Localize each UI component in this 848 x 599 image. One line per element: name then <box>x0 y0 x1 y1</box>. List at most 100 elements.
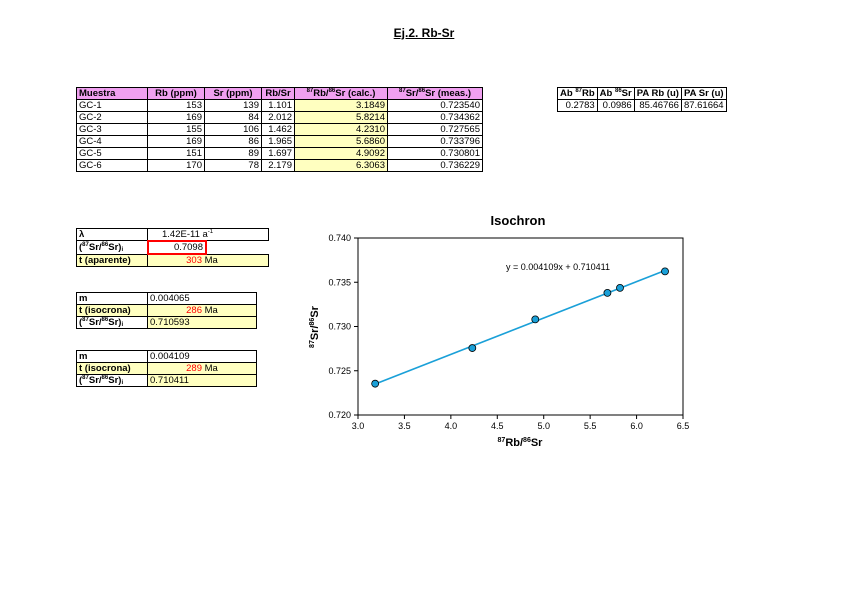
rb-sr-ratio-cell: 2.179 <box>261 159 295 172</box>
sample-id-cell: GC-5 <box>76 147 148 160</box>
trendline-equation: y = 0.004109x + 0.710411 <box>506 262 610 272</box>
rb-sr-calc-cell: 3.1849 <box>294 99 388 112</box>
slope1-row: m 0.004065 <box>76 292 257 305</box>
sr-sr-meas-cell: 0.733796 <box>387 135 483 148</box>
ratio2-value: 0.710411 <box>147 374 257 387</box>
y-tick-label: 0.720 <box>328 410 351 420</box>
ab-rb-value: 0.2783 <box>557 99 598 112</box>
lambda-value-cell: 1.42E-11 a-1 <box>147 228 269 241</box>
col-header-pa-sr: PA Sr (u) <box>680 87 727 100</box>
rb-sr-calc-cell: 5.8214 <box>294 111 388 124</box>
sr-sr-meas-cell: 0.736229 <box>387 159 483 172</box>
sr-ppm-cell: 106 <box>204 123 262 136</box>
sr-ppm-cell: 86 <box>204 135 262 148</box>
rb-sr-calc-cell: 4.9092 <box>294 147 388 160</box>
col-header-muestra: Muestra <box>76 87 148 100</box>
slope2-value: 0.004109 <box>147 350 257 363</box>
col-header-ab-rb: Ab 87Rb <box>557 87 598 100</box>
y-axis: 0.720 0.725 0.730 0.735 0.740 <box>328 233 358 420</box>
sample-id-cell: GC-3 <box>76 123 148 136</box>
data-point <box>371 379 380 388</box>
x-axis-title: 87Rb/86Sr <box>498 437 544 449</box>
slope1-label: m <box>76 292 148 305</box>
t-isochron2-unit: Ma <box>204 363 218 374</box>
t-apparent-unit: Ma <box>204 255 218 266</box>
col-header-rb-sr-calc: 87Rb/86Sr (calc.) <box>294 87 388 100</box>
ratio2-row: (87Sr/86Sr)i 0.710411 <box>76 374 257 387</box>
rb-sr-ratio-cell: 1.101 <box>261 99 295 112</box>
x-axis: 3.0 3.5 4.0 4.5 5.0 5.5 6.0 6.5 <box>352 415 690 431</box>
y-axis-title: 87Sr/86Sr <box>309 305 321 348</box>
sr-sr-meas-cell: 0.727565 <box>387 123 483 136</box>
table-row: GC-1 153 139 1.101 3.1849 0.723540 <box>76 99 483 112</box>
ratio2-label: (87Sr/86Sr)i <box>76 374 148 387</box>
sample-id-cell: GC-1 <box>76 99 148 112</box>
initial-ratio-cell[interactable]: 0.7098 <box>147 240 269 255</box>
initial-ratio-row: (87Sr/86Sr)i 0.7098 <box>76 240 269 255</box>
rb-sr-calc-cell: 5.6860 <box>294 135 388 148</box>
col-header-rb: Rb (ppm) <box>147 87 205 100</box>
x-tick-label: 5.0 <box>537 421 550 431</box>
chart-title: Isochron <box>491 213 546 228</box>
sr-ppm-cell: 89 <box>204 147 262 160</box>
abundance-values-row: 0.2783 0.0986 85.46766 87.61664 <box>557 99 727 112</box>
rb-sr-ratio-cell: 2.012 <box>261 111 295 124</box>
sr-ppm-cell: 84 <box>204 111 262 124</box>
rb-ppm-cell: 155 <box>147 123 205 136</box>
x-tick-label: 3.5 <box>398 421 411 431</box>
initial-ratio-input[interactable]: 0.7098 <box>147 240 207 255</box>
t-isochron1-unit: Ma <box>204 305 218 316</box>
ab-sr-value: 0.0986 <box>596 99 635 112</box>
sample-id-cell: GC-6 <box>76 159 148 172</box>
data-point <box>616 283 624 292</box>
rb-sr-calc-cell: 4.2310 <box>294 123 388 136</box>
x-tick-label: 6.5 <box>677 421 690 431</box>
x-tick-label: 5.5 <box>584 421 597 431</box>
slope1-value: 0.004065 <box>147 292 257 305</box>
table-row: GC-2 169 84 2.012 5.8214 0.734362 <box>76 111 483 124</box>
lambda-label: λ <box>76 228 148 241</box>
sr-ppm-cell: 139 <box>204 99 262 112</box>
params-isochron2-table: m 0.004109 t (isocrona) 289 Ma (87Sr/86S… <box>76 350 257 387</box>
pa-rb-value: 85.46766 <box>633 99 682 112</box>
sr-sr-meas-cell: 0.734362 <box>387 111 483 124</box>
rb-sr-ratio-cell: 1.697 <box>261 147 295 160</box>
t-isochron1-value: 286 <box>186 305 202 316</box>
page-title: Ej.2. Rb-Sr <box>393 26 455 40</box>
x-tick-label: 4.5 <box>491 421 504 431</box>
rb-ppm-cell: 151 <box>147 147 205 160</box>
col-header-sr: Sr (ppm) <box>204 87 262 100</box>
t-isochron2-label: t (isocrona) <box>76 362 148 375</box>
abundance-header-row: Ab 87Rb Ab 86Sr PA Rb (u) PA Sr (u) <box>557 87 727 100</box>
t-apparent-row: t (aparente) 303 Ma <box>76 254 269 267</box>
t-apparent-label: t (aparente) <box>76 254 148 267</box>
t-isochron2-value: 289 <box>186 363 202 374</box>
slope2-label: m <box>76 350 148 363</box>
t-isochron1-row: t (isocrona) 286 Ma <box>76 304 257 317</box>
x-tick-label: 6.0 <box>630 421 643 431</box>
lambda-value: 1.42E-11 <box>162 229 200 240</box>
data-point <box>531 315 540 324</box>
table-row: GC-6 170 78 2.179 6.3063 0.736229 <box>76 159 483 172</box>
rb-sr-ratio-cell: 1.965 <box>261 135 295 148</box>
col-header-rbsr: Rb/Sr <box>261 87 295 100</box>
data-point <box>468 344 477 352</box>
lambda-row: λ 1.42E-11 a-1 <box>76 228 269 241</box>
t-isochron2-row: t (isocrona) 289 Ma <box>76 362 257 375</box>
data-point <box>661 267 669 276</box>
sample-id-cell: GC-4 <box>76 135 148 148</box>
y-tick-label: 0.735 <box>328 277 351 287</box>
lambda-unit: a <box>202 229 208 240</box>
sr-ppm-cell: 78 <box>204 159 262 172</box>
t-apparent-value: 303 <box>186 255 202 266</box>
y-tick-label: 0.730 <box>328 322 351 332</box>
y-tick-label: 0.725 <box>328 366 351 376</box>
points-group <box>371 267 669 388</box>
t-isochron1-label: t (isocrona) <box>76 304 148 317</box>
rb-sr-ratio-cell: 1.462 <box>261 123 295 136</box>
table-row: GC-4 169 86 1.965 5.6860 0.733796 <box>76 135 483 148</box>
col-header-ab-sr: Ab 86Sr <box>596 87 635 100</box>
ratio1-value: 0.710593 <box>147 316 257 329</box>
samples-table: Muestra Rb (ppm) Sr (ppm) Rb/Sr 87Rb/86S… <box>76 87 483 172</box>
